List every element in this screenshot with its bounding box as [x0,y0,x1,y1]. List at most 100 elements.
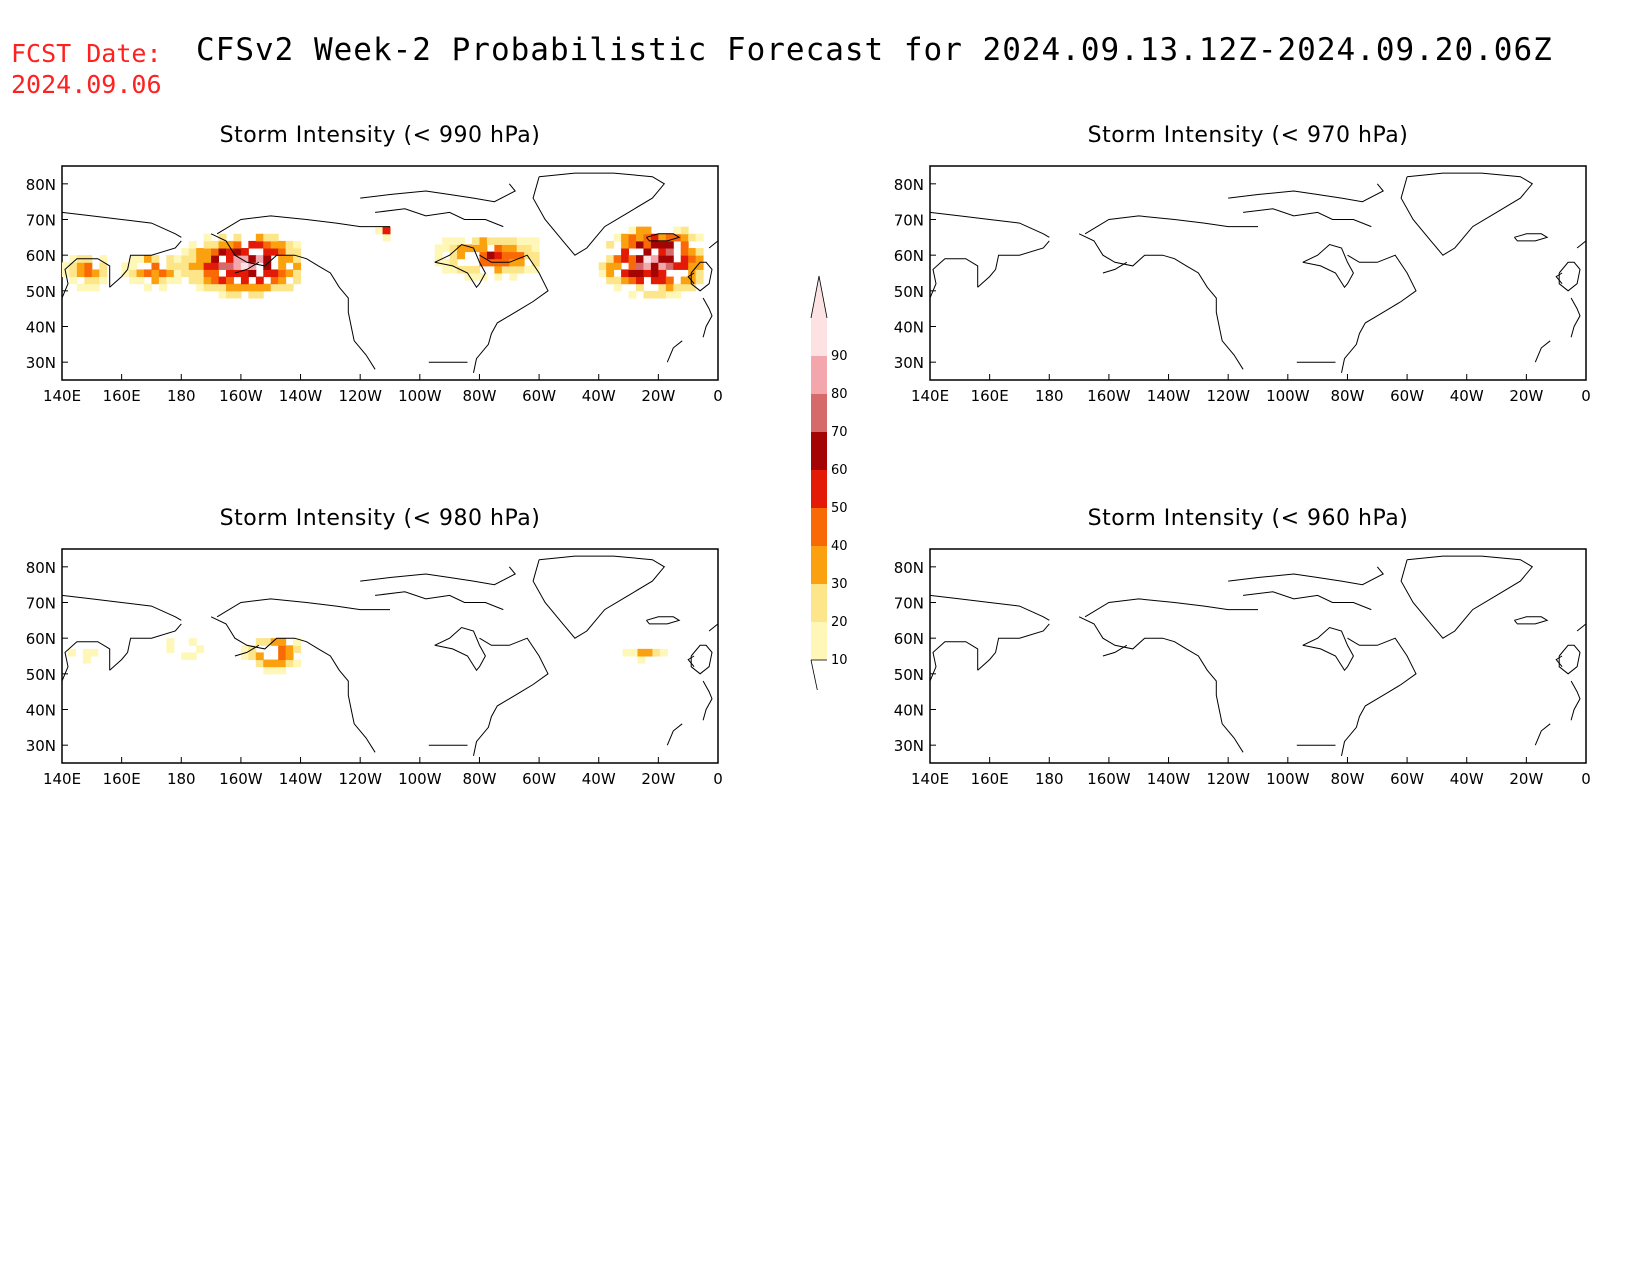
page-title: CFSv2 Week-2 Probabilistic Forecast for … [196,32,1553,68]
prob-cell [658,269,667,278]
prob-cell [673,262,682,270]
lon-tick-label: 20W [641,387,675,405]
colorbar-swatch [811,394,827,432]
prob-cell [240,276,249,285]
coastline [687,272,695,285]
lat-tick-label: 60N [26,247,56,265]
prob-cell [658,262,667,270]
prob-cell [278,248,287,256]
prob-cell [270,638,279,646]
prob-cell [181,248,190,256]
prob-cell [285,255,294,263]
prob-cell [285,645,294,653]
lon-tick-label: 180 [167,387,196,405]
prob-cell [501,251,510,260]
coastline [434,626,486,672]
prob-cell [121,269,130,278]
prob-cell [263,283,272,292]
lon-tick-label: 140E [43,770,81,788]
coastline [708,623,718,639]
prob-cell [293,638,302,646]
prob-cell [203,248,212,256]
prob-cell [173,255,182,263]
lat-tick-label: 50N [894,666,924,684]
prob-cell [99,276,108,285]
prob-cell [270,240,279,249]
prob-cell [613,283,622,292]
prob-cell [293,276,302,285]
lon-tick-label: 80W [462,770,496,788]
prob-cell [658,255,667,263]
coastline [1341,637,1417,757]
coastline [1555,655,1563,668]
prob-cell [166,255,175,263]
prob-cell [695,269,704,278]
prob-cell [248,283,257,292]
prob-cell [278,652,287,661]
prob-cell [278,255,287,263]
lon-tick-label: 140E [911,387,949,405]
prob-cell [270,248,279,256]
coastline [1534,340,1551,363]
prob-cell [516,244,525,253]
prob-cell [650,240,659,249]
prob-cell [434,258,443,267]
prob-cell [181,255,190,263]
prob-cell [196,248,205,256]
prob-cell [82,648,91,657]
prob-cell [151,269,160,278]
coastline [1558,261,1581,292]
prob-cell [449,244,458,253]
coastline [1228,566,1384,586]
prob-cell [218,233,227,242]
lon-tick-label: 40W [1450,387,1484,405]
coastline [666,723,683,746]
coastline [532,172,666,256]
prob-cell [598,262,607,270]
prob-cell [263,233,272,242]
prob-cell [151,255,160,263]
colorbar-swatch [811,622,827,660]
colorbar-label: 70 [831,425,848,440]
panel-title-960: Storm Intensity (< 960 hPa) [1087,506,1409,531]
lon-tick-label: 60W [522,387,556,405]
prob-cell [188,262,197,270]
prob-cell [293,659,302,668]
prob-cell [218,248,227,256]
prob-cell [665,283,674,292]
prob-cell [67,648,76,657]
prob-cell [263,262,272,270]
lat-tick-label: 60N [894,247,924,265]
coastline [1078,616,1244,753]
lat-tick-label: 70N [894,212,924,230]
prob-cell [76,262,85,270]
prob-cell [650,276,659,285]
prob-cell [255,283,264,292]
lat-tick-label: 80N [894,559,924,577]
prob-cell [688,283,697,292]
prob-cell [643,226,652,235]
coastline [473,254,549,374]
lon-tick-label: 100W [1266,770,1310,788]
prob-cell [688,262,697,270]
lat-tick-label: 30N [26,354,56,372]
coastline [1570,680,1581,721]
lat-tick-label: 30N [894,737,924,755]
prob-cell [270,269,279,278]
prob-cell [665,255,674,263]
lat-tick-label: 60N [894,630,924,648]
prob-cell [628,240,637,249]
prob-cell [218,290,227,299]
lat-tick-label: 80N [26,559,56,577]
prob-cell [472,265,480,274]
prob-cell [158,269,167,278]
prob-cell [621,240,630,249]
prob-cell [293,248,302,256]
prob-cell [449,258,458,267]
prob-cell [270,283,279,292]
lon-tick-label: 140W [1147,770,1191,788]
lon-tick-label: 160E [103,387,141,405]
prob-cell [181,262,190,270]
lon-tick-label: 40W [582,387,616,405]
prob-cell [509,265,518,274]
